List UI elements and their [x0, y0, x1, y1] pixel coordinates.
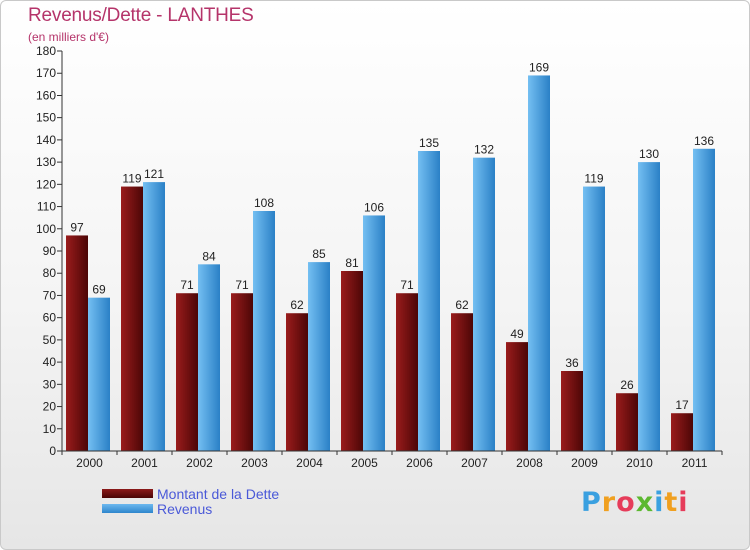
debt-bar-label: 26 [620, 378, 634, 392]
y-tick-label: 30 [43, 377, 57, 391]
chart-subtitle: (en milliers d'€) [28, 30, 109, 44]
revenue-bar [583, 186, 605, 452]
revenue-bar [363, 215, 385, 451]
y-tick-label: 70 [43, 288, 57, 302]
debt-bar-label: 71 [180, 278, 194, 292]
revenue-bar [308, 262, 330, 451]
revenue-bar-label: 169 [529, 60, 549, 74]
debt-bar [396, 293, 418, 451]
revenue-bar [253, 211, 275, 451]
y-tick-label: 170 [36, 66, 56, 80]
debt-bar-label: 36 [565, 356, 579, 370]
debt-bar-label: 49 [510, 327, 524, 341]
x-tick-label: 2008 [516, 456, 543, 470]
debt-bar [66, 235, 88, 451]
revenue-bar [143, 182, 165, 451]
debt-bar [451, 313, 473, 451]
revenue-bar-label: 106 [364, 200, 384, 214]
y-tick-label: 110 [37, 200, 56, 214]
y-tick-label: 0 [49, 444, 56, 458]
debt-bar [286, 313, 308, 451]
revenue-bar [198, 264, 220, 451]
revenue-bar-label: 132 [474, 143, 494, 157]
y-tick-label: 100 [36, 222, 56, 236]
legend-debt-label: Montant de la Dette [157, 486, 280, 502]
debt-bar-label: 62 [455, 298, 469, 312]
y-tick-label: 150 [36, 111, 56, 125]
chart-title: Revenus/Dette - LANTHES [28, 5, 254, 26]
revenue-bar-label: 121 [144, 167, 164, 181]
y-axis: 0 10 20 30 40 50 60 70 80 90 100 110 120 130 140 150 160… [36, 44, 63, 458]
debt-bar-label: 71 [400, 278, 414, 292]
debt-bar [231, 293, 253, 451]
legend-revenue-swatch [102, 504, 153, 513]
x-tick-label: 2009 [571, 456, 598, 470]
y-tick-label: 10 [43, 422, 57, 436]
x-tick-label: 2011 [682, 456, 708, 470]
y-tick-label: 60 [43, 311, 57, 325]
revenue-bar-label: 85 [312, 247, 326, 261]
debt-bar [176, 293, 198, 451]
x-tick-label: 2006 [406, 456, 433, 470]
revenue-bar-label: 130 [639, 147, 659, 161]
logo-letter: o [616, 487, 636, 518]
y-tick-label: 160 [36, 88, 56, 102]
debt-bar-label: 17 [675, 398, 689, 412]
y-tick-label: 140 [36, 133, 56, 147]
x-tick-label: 2002 [186, 456, 213, 470]
legend-debt-swatch [102, 489, 153, 498]
y-tick-label: 50 [43, 333, 57, 347]
x-tick-label: 2003 [241, 456, 268, 470]
revenue-bar [88, 297, 110, 451]
revenue-bar [693, 148, 715, 451]
logo-letter: r [601, 487, 617, 518]
x-tick-label: 2010 [626, 456, 653, 470]
debt-bar-label: 97 [70, 220, 84, 234]
revenue-bar-label: 136 [694, 134, 714, 148]
logo-letter: i [654, 487, 665, 518]
y-tick-label: 180 [36, 44, 56, 58]
y-tick-label: 120 [36, 177, 56, 191]
debt-bar-label: 119 [122, 172, 141, 186]
legend-revenue-label: Revenus [157, 501, 213, 517]
y-tick-label: 80 [43, 266, 57, 280]
debt-bar [341, 271, 363, 451]
revenue-bar-label: 135 [419, 136, 439, 150]
debt-bar [121, 186, 143, 452]
revenue-bar-label: 108 [254, 196, 274, 210]
x-tick-label: 2005 [351, 456, 378, 470]
x-axis: 2000 2001 2002 2003 2004 2005 2006 2007 2008 2009… [61, 450, 723, 470]
x-tick-label: 2000 [76, 456, 103, 470]
y-tick-label: 90 [43, 244, 57, 258]
debt-bar [506, 342, 528, 451]
y-tick-label: 40 [43, 355, 57, 369]
revenue-bar [638, 162, 660, 451]
logo-letter: x [635, 487, 655, 518]
revenue-bar [528, 75, 550, 451]
revenue-bar-label: 69 [92, 283, 106, 297]
revenue-bar-label: 84 [202, 249, 216, 263]
debt-bar [616, 393, 638, 451]
logo-letter: i [678, 487, 689, 518]
proxiti-logo: Proxiti [581, 487, 689, 518]
logo-letter: P [581, 487, 602, 518]
revenue-bar [473, 157, 495, 451]
debt-bar-label: 81 [345, 256, 359, 270]
revenue-bar-label: 119 [584, 172, 603, 186]
x-tick-label: 2004 [296, 456, 323, 470]
logo-letter: t [664, 487, 679, 518]
debt-bar [561, 371, 583, 451]
debt-bar-label: 71 [235, 278, 249, 292]
y-tick-label: 130 [36, 155, 56, 169]
y-tick-label: 20 [43, 400, 57, 414]
x-tick-label: 2007 [461, 456, 488, 470]
debt-bar-label: 62 [290, 298, 304, 312]
revenue-bar [418, 151, 440, 451]
x-tick-label: 2001 [131, 456, 158, 470]
debt-bar [671, 413, 693, 451]
